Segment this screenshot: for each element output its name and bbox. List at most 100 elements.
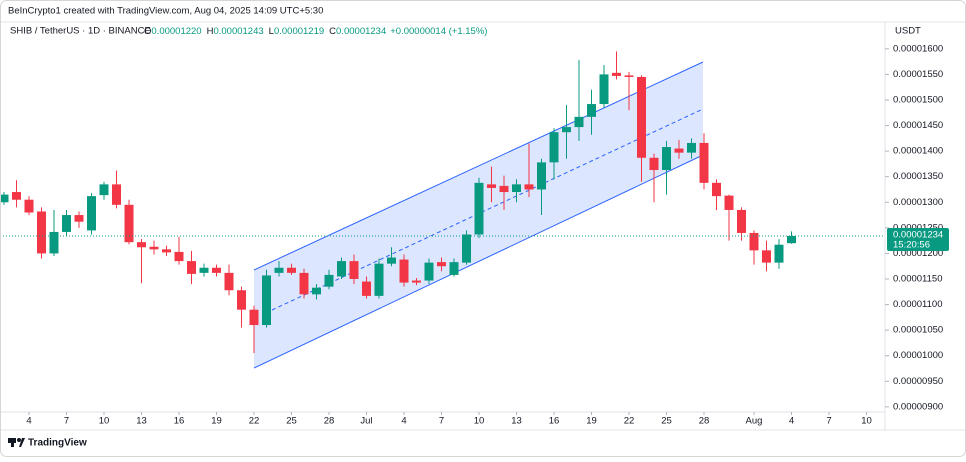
candle-body [274, 267, 284, 273]
candle-body [199, 267, 209, 273]
candle-body [587, 104, 596, 117]
candle-body [49, 231, 59, 254]
candle-body [349, 261, 359, 280]
candle-body [224, 272, 234, 291]
x-tick-label: 7 [64, 416, 69, 427]
channel-median [271, 108, 704, 311]
candle-body [337, 261, 346, 277]
ohlc-text: O0.00001220 H0.00001243 L0.00001219 C0.0000… [144, 26, 487, 37]
candle-body [599, 74, 609, 105]
y-tick-label: 0.00001450 [893, 120, 943, 131]
candle-body [412, 280, 421, 283]
x-tick-label: 4 [26, 416, 31, 427]
y-tick-label: 0.00001100 [893, 299, 943, 310]
ohlc-change: +0.00000014 (+1.15%) [390, 26, 487, 37]
candle-body [649, 157, 659, 171]
y-tick-label: 0.00000900 [893, 401, 943, 412]
candle-body [162, 249, 171, 253]
x-tick-label: 13 [136, 416, 147, 427]
x-tick-label: 13 [511, 416, 522, 427]
ohlc-key: O [144, 26, 151, 37]
currency: USDT [895, 26, 921, 37]
candle-body [174, 251, 184, 262]
y-tick-label: 0.00001000 [893, 350, 943, 361]
candle-body [749, 232, 759, 251]
x-tick-label: 10 [861, 416, 872, 427]
ohlc-key: C [329, 26, 336, 37]
ohlc-value: 0.00001243 [213, 26, 263, 37]
candle-body [74, 215, 84, 222]
ohlc-key: H [207, 26, 214, 37]
candle-body [624, 75, 634, 77]
candle-body [762, 250, 771, 263]
brand: TradingView [28, 438, 87, 449]
x-tick-label: 25 [286, 416, 297, 427]
candle-body [137, 242, 146, 248]
logo-slash [19, 438, 25, 447]
candle-body [724, 195, 734, 210]
y-tick-label: 0.00001400 [893, 146, 943, 157]
x-tick-label: 16 [174, 416, 185, 427]
candle-body [37, 211, 46, 254]
candle-body [87, 196, 96, 231]
x-tick-label: 19 [211, 416, 222, 427]
y-tick-label: 0.00001050 [893, 325, 943, 336]
x-tick-label: 28 [324, 416, 335, 427]
candle-body [312, 287, 321, 295]
candle-body [262, 275, 271, 326]
candle-body [187, 261, 196, 274]
logo-stem [11, 438, 14, 447]
ohlc-legend: O0.00001220 H0.00001243 L0.00001219 C0.0000… [144, 26, 487, 37]
candle-body [99, 184, 109, 196]
candle-body [287, 267, 296, 273]
candle-body [462, 234, 471, 263]
x-tick-label: 4 [789, 416, 794, 427]
candle-body [562, 127, 571, 133]
candle-body [1, 194, 9, 203]
candle-body [499, 185, 509, 193]
candle-body [437, 262, 446, 267]
candles [1, 51, 885, 354]
x-tick-label: 10 [99, 416, 110, 427]
y-tick-label: 0.00001300 [893, 197, 943, 208]
x-tick-label: 10 [474, 416, 485, 427]
candle-body [237, 290, 246, 310]
candle-body [687, 142, 696, 153]
caption: BeInCrypto1 created with TradingView.com… [8, 6, 323, 17]
candle-body [212, 267, 221, 273]
candle-body [362, 281, 371, 296]
candle-body [774, 244, 784, 263]
x-tick-label: Aug [746, 416, 763, 427]
candle-body [12, 192, 21, 200]
x-tick-label: 7 [826, 416, 831, 427]
candle-body [549, 132, 559, 163]
candle-body [612, 72, 621, 76]
last-price-badge [887, 228, 949, 252]
brand-logo [8, 438, 25, 447]
last-price-label: 0.00001234 [893, 230, 943, 241]
candle-body [399, 259, 409, 283]
candle-body [512, 184, 521, 193]
candle-body [374, 263, 384, 296]
x-tick-label: 19 [586, 416, 597, 427]
x-tick-label: 7 [439, 416, 444, 427]
candle-body [637, 76, 646, 158]
y-tick-label: 0.00001200 [893, 248, 943, 259]
y-tick-label: 0.00001500 [893, 94, 943, 105]
ohlc-value: 0.00001219 [274, 26, 324, 37]
candle-body [62, 215, 71, 232]
y-tick-label: 0.00000950 [893, 376, 943, 387]
ohlc-value: 0.00001234 [336, 26, 386, 37]
candle-body [387, 257, 396, 264]
candle-body [737, 209, 746, 233]
channel-upper [253, 61, 704, 271]
candle-body [487, 184, 496, 188]
candle-body [524, 184, 534, 190]
logo-dot [17, 438, 21, 442]
candle-body [474, 182, 484, 235]
ohlc-value: 0.00001220 [151, 26, 201, 37]
y-tick-label: 0.00001350 [893, 171, 943, 182]
y-tick-label: 0.00001600 [893, 43, 943, 54]
candle-body [674, 148, 684, 153]
